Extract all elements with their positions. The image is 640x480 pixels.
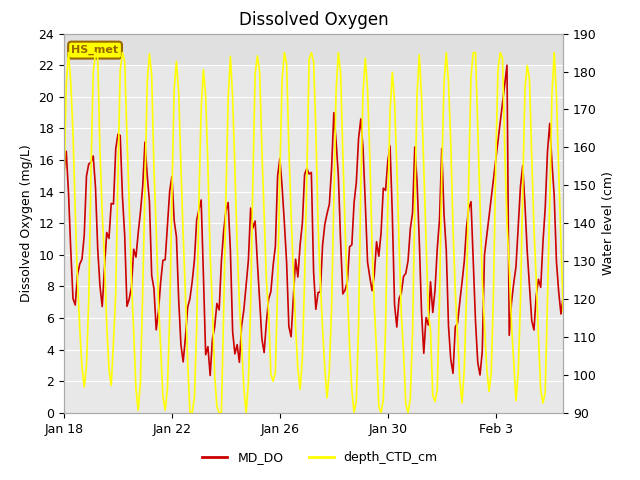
Legend: MD_DO, depth_CTD_cm: MD_DO, depth_CTD_cm bbox=[197, 446, 443, 469]
Line: depth_CTD_cm: depth_CTD_cm bbox=[64, 52, 563, 413]
Y-axis label: Water level (cm): Water level (cm) bbox=[602, 171, 615, 275]
Line: MD_DO: MD_DO bbox=[64, 65, 563, 375]
Y-axis label: Dissolved Oxygen (mg/L): Dissolved Oxygen (mg/L) bbox=[20, 144, 33, 302]
Title: Dissolved Oxygen: Dissolved Oxygen bbox=[239, 11, 388, 29]
Bar bbox=[64, 34, 563, 65]
Text: HS_met: HS_met bbox=[72, 45, 118, 55]
